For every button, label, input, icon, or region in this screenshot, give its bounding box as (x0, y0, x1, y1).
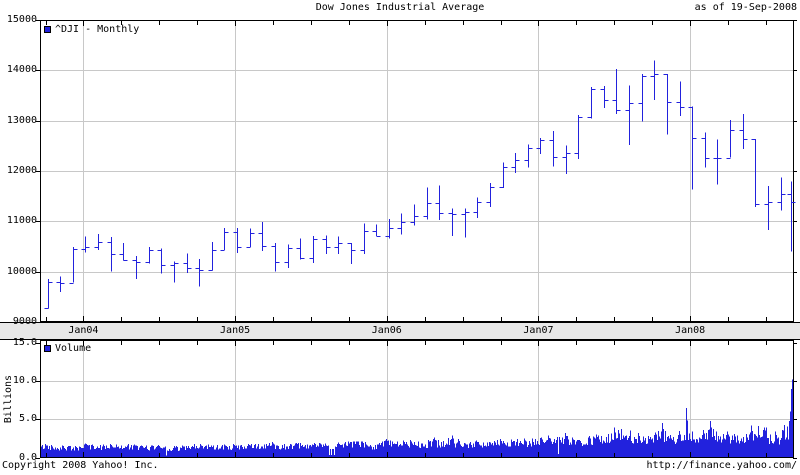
source-url-text: http://finance.yahoo.com/ (646, 460, 797, 471)
price-y-tick-label: 14000 (6, 64, 37, 76)
as-of-date: as of 19-Sep-2008 (694, 2, 797, 13)
chart-title: Dow Jones Industrial Average (315, 2, 485, 13)
price-y-tick-label: 12000 (6, 165, 37, 176)
x-axis-year-label: Jan04 (68, 325, 99, 336)
price-y-tick-label: 10000 (6, 265, 37, 277)
price-y-tick-label: 13000 (6, 114, 37, 126)
x-axis-year-label: Jan07 (523, 325, 554, 336)
volume-color-swatch-icon (44, 344, 51, 352)
series-color-swatch-icon (44, 25, 51, 33)
price-legend: ^DJI - Monthly (44, 23, 140, 35)
volume-chart-plot (36, 340, 797, 459)
copyright-text: Copyright 2008 Yahoo! Inc. (2, 460, 159, 471)
volume-y-tick-label: 15.0 (12, 337, 37, 348)
price-legend-label: ^DJI - Monthly (55, 23, 140, 35)
volume-y-tick-label: 10.0 (12, 375, 37, 387)
price-y-tick-label: 11000 (6, 215, 37, 227)
price-y-tick-label: 9000 (12, 316, 37, 327)
volume-legend: Volume (44, 342, 92, 354)
x-axis-band: Jan04 Jan05 Jan06 Jan07 Jan08 (0, 322, 800, 340)
x-axis-year-label: Jan08 (675, 325, 706, 336)
price-chart-plot (36, 20, 797, 323)
price-y-tick-label: 15000 (6, 14, 37, 25)
x-axis-year-label: Jan05 (220, 325, 251, 336)
volume-y-tick-label: 5.0 (18, 413, 37, 425)
x-axis-year-label: Jan06 (371, 325, 402, 336)
volume-legend-label: Volume (55, 342, 92, 354)
volume-y-tick-label: 0.0 (18, 451, 37, 463)
volume-axis-unit-label: Billions (3, 374, 14, 424)
